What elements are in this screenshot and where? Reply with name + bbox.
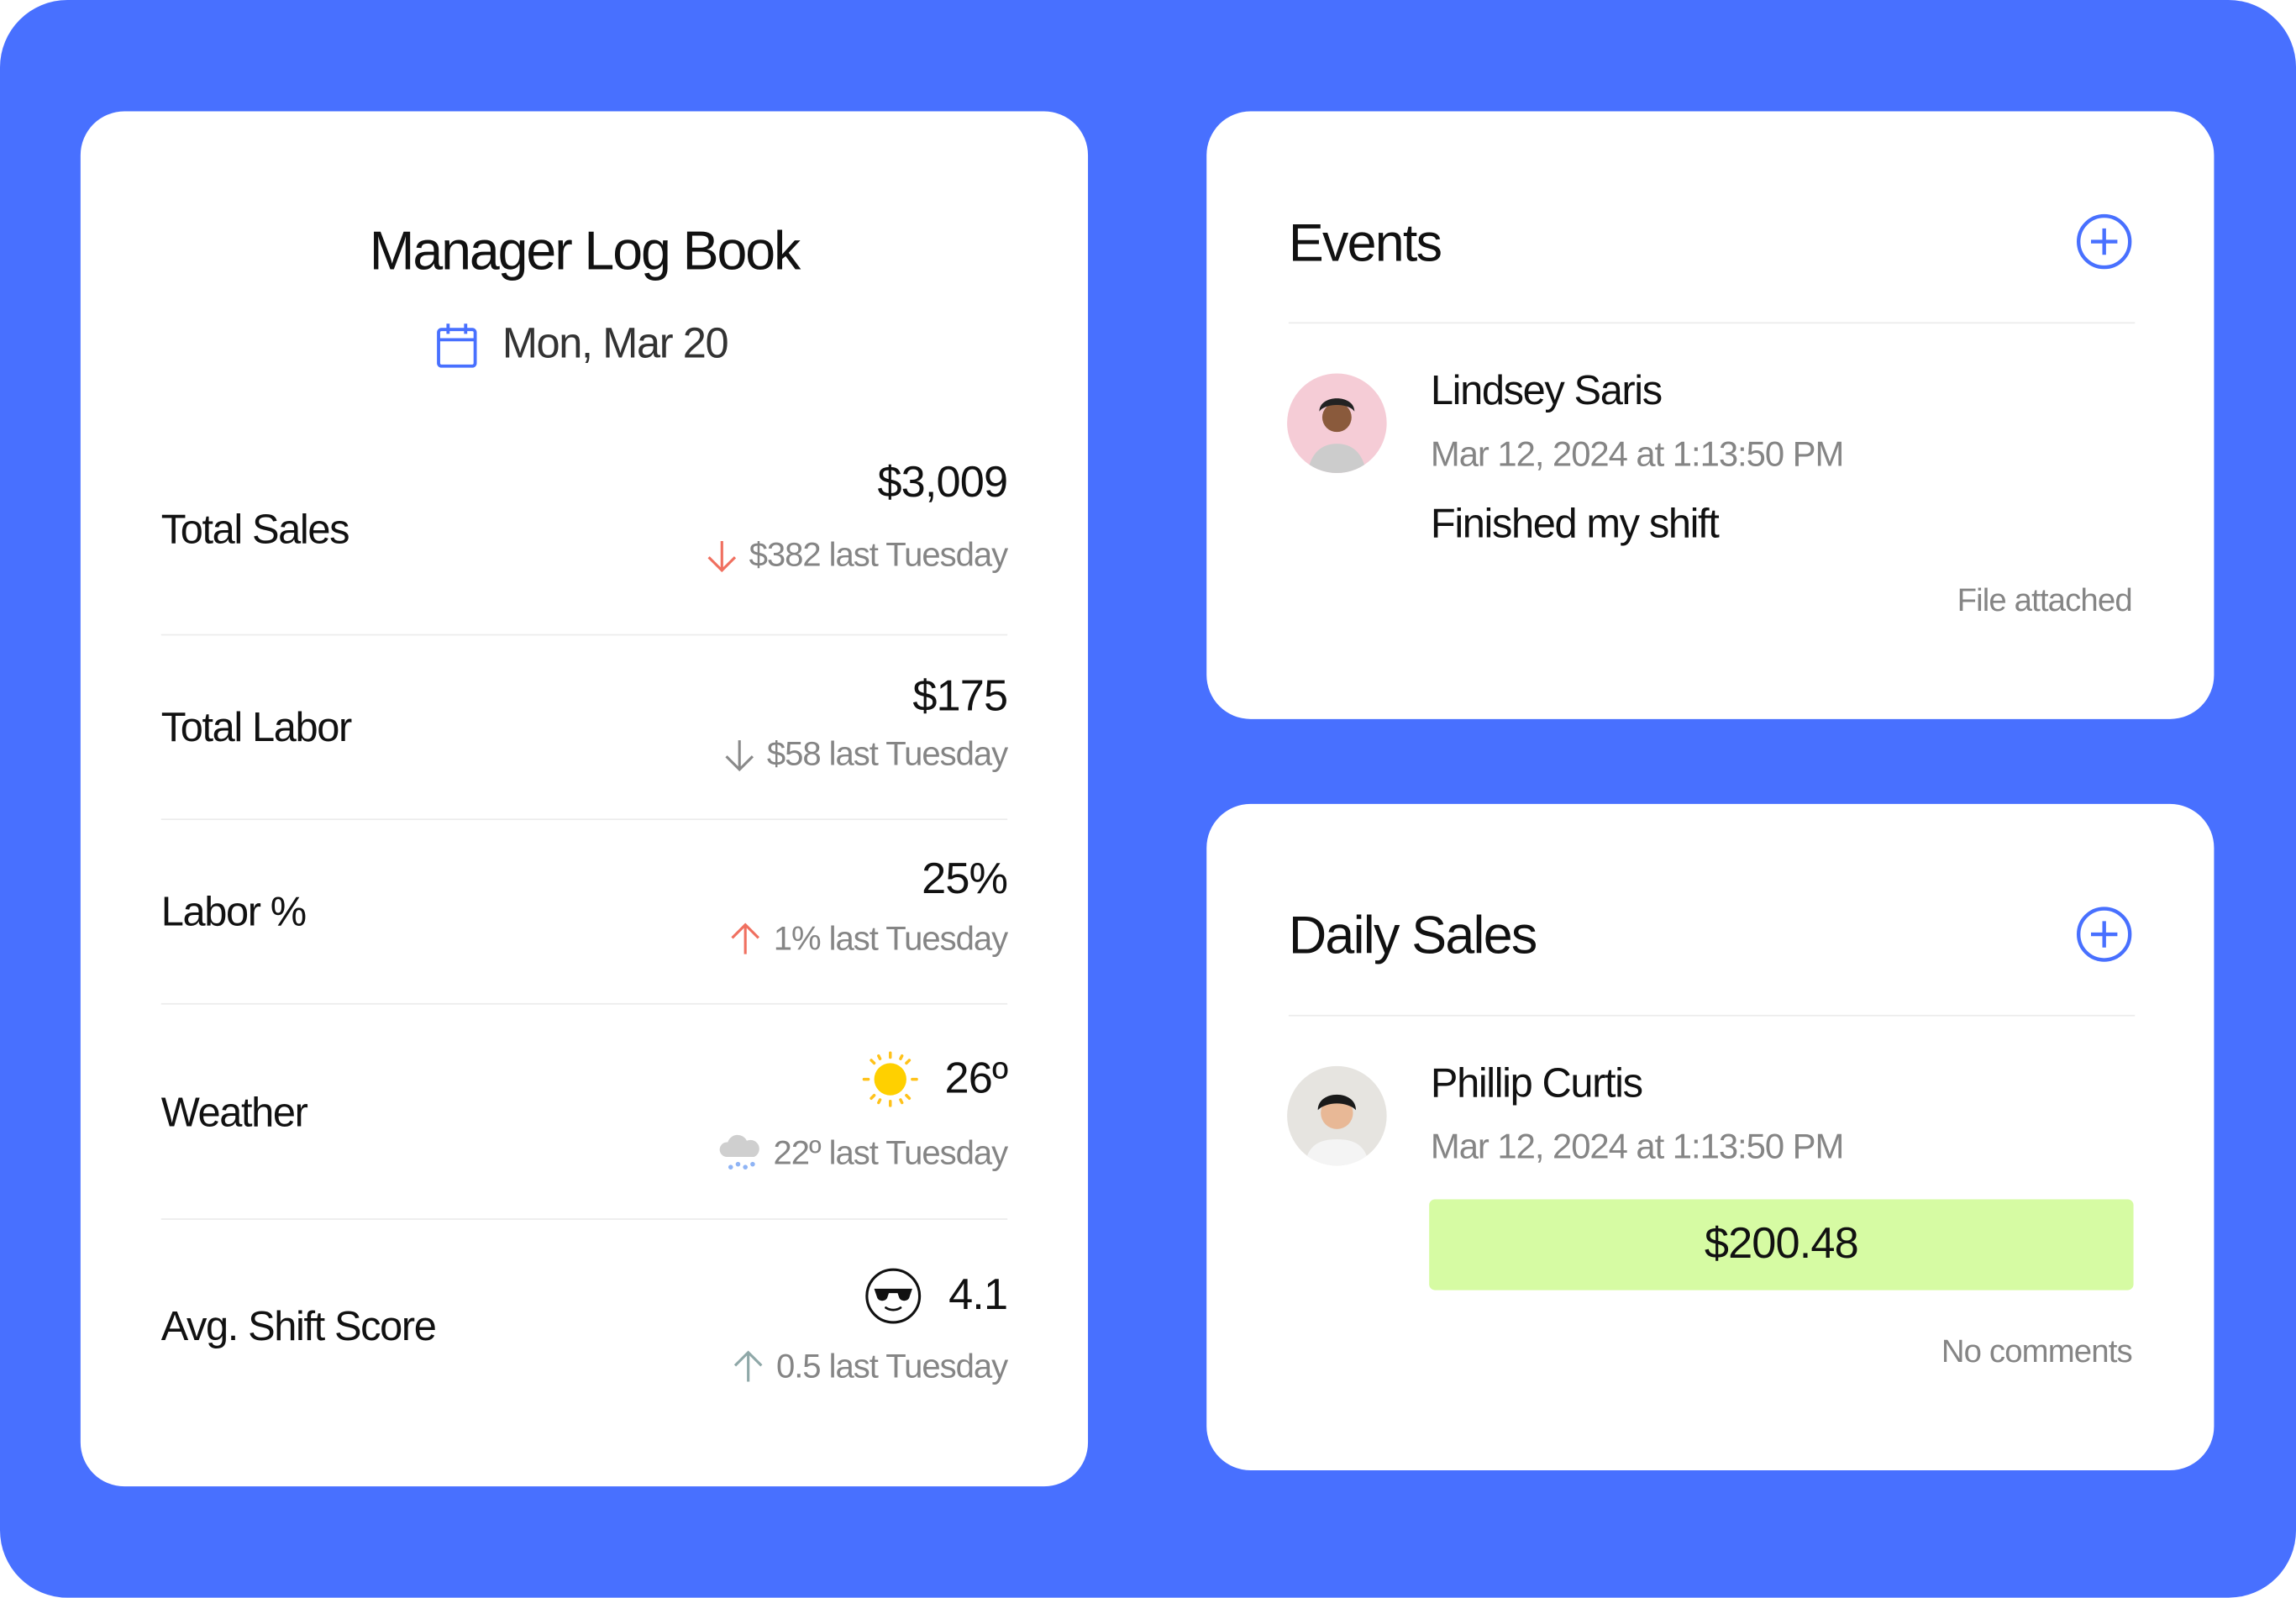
arrow-down-icon	[707, 540, 736, 572]
score-value: 4.1	[948, 1270, 1008, 1320]
comparison-text: $382 last Tuesday	[749, 535, 1009, 574]
daily-sales-title: Daily Sales	[1288, 905, 1537, 965]
date-label: Mon, Mar 20	[502, 320, 729, 368]
sale-timestamp: Mar 12, 2024 at 1:13:50 PM	[1430, 1128, 1844, 1168]
sale-amount: $200.48	[1429, 1199, 2134, 1290]
comparison-text: 22º last Tuesday	[773, 1133, 1008, 1171]
event-message: Finished my shift	[1430, 501, 1720, 547]
divider	[160, 1002, 1008, 1005]
metric-label: Labor %	[160, 889, 307, 935]
arrow-up-icon	[731, 922, 760, 954]
metric-comparison: $58 last Tuesday	[723, 734, 1008, 774]
metric-comparison: 22º last Tuesday	[717, 1132, 1008, 1173]
sale-author: Phillip Curtis	[1430, 1059, 1643, 1106]
metric-comparison: $382 last Tuesday	[705, 535, 1009, 575]
sun-icon	[862, 1051, 919, 1107]
event-author: Lindsey Saris	[1430, 367, 1663, 413]
metric-value: 25%	[922, 854, 1008, 904]
calendar-icon	[437, 323, 477, 367]
divider	[160, 818, 1008, 821]
avatar	[1287, 373, 1387, 473]
metric-value: 4.1	[864, 1267, 1008, 1326]
avatar	[1287, 1065, 1387, 1166]
metric-value: $175	[912, 672, 1008, 721]
comparison-text: 0.5 last Tuesday	[775, 1346, 1008, 1385]
divider	[160, 633, 1008, 636]
divider	[1288, 1014, 2136, 1017]
daily-sales-card: Daily Sales Phillip Curtis Mar 12, 2024 …	[1206, 803, 2215, 1470]
sunglasses-face-icon	[864, 1268, 921, 1324]
divider	[1288, 322, 2136, 324]
events-card: Events Lindsey Saris Mar 12, 2024 at 1:1…	[1206, 111, 2215, 719]
arrow-up-icon	[734, 1349, 763, 1381]
metric-label: Avg. Shift Score	[160, 1303, 437, 1349]
manager-log-book-card: Manager Log Book Mon, Mar 20 Total Sales…	[80, 111, 1089, 1487]
metric-value: 26º	[862, 1051, 1009, 1107]
file-attached-link[interactable]: File attached	[1957, 581, 2133, 618]
rain-cloud-icon	[719, 1134, 759, 1170]
events-title: Events	[1288, 212, 1442, 273]
comparison-text: 1% last Tuesday	[773, 918, 1009, 958]
metric-label: Total Sales	[160, 507, 350, 553]
comments-label: No comments	[1941, 1333, 2133, 1369]
metric-value: $3,009	[877, 458, 1008, 507]
event-timestamp: Mar 12, 2024 at 1:13:50 PM	[1430, 434, 1844, 475]
metric-label: Total Labor	[160, 704, 353, 750]
comparison-text: $58 last Tuesday	[766, 734, 1008, 773]
metric-comparison: 1% last Tuesday	[729, 918, 1009, 959]
page-title: Manager Log Book	[369, 221, 801, 281]
weather-value: 26º	[944, 1054, 1009, 1103]
divider	[160, 1218, 1008, 1220]
date-picker[interactable]: Mon, Mar 20	[436, 320, 729, 370]
metric-comparison: 0.5 last Tuesday	[733, 1347, 1008, 1386]
arrow-down-icon	[724, 739, 754, 771]
add-sale-button[interactable]	[2077, 907, 2132, 962]
add-event-button[interactable]	[2077, 213, 2132, 270]
metric-label: Weather	[160, 1089, 308, 1135]
